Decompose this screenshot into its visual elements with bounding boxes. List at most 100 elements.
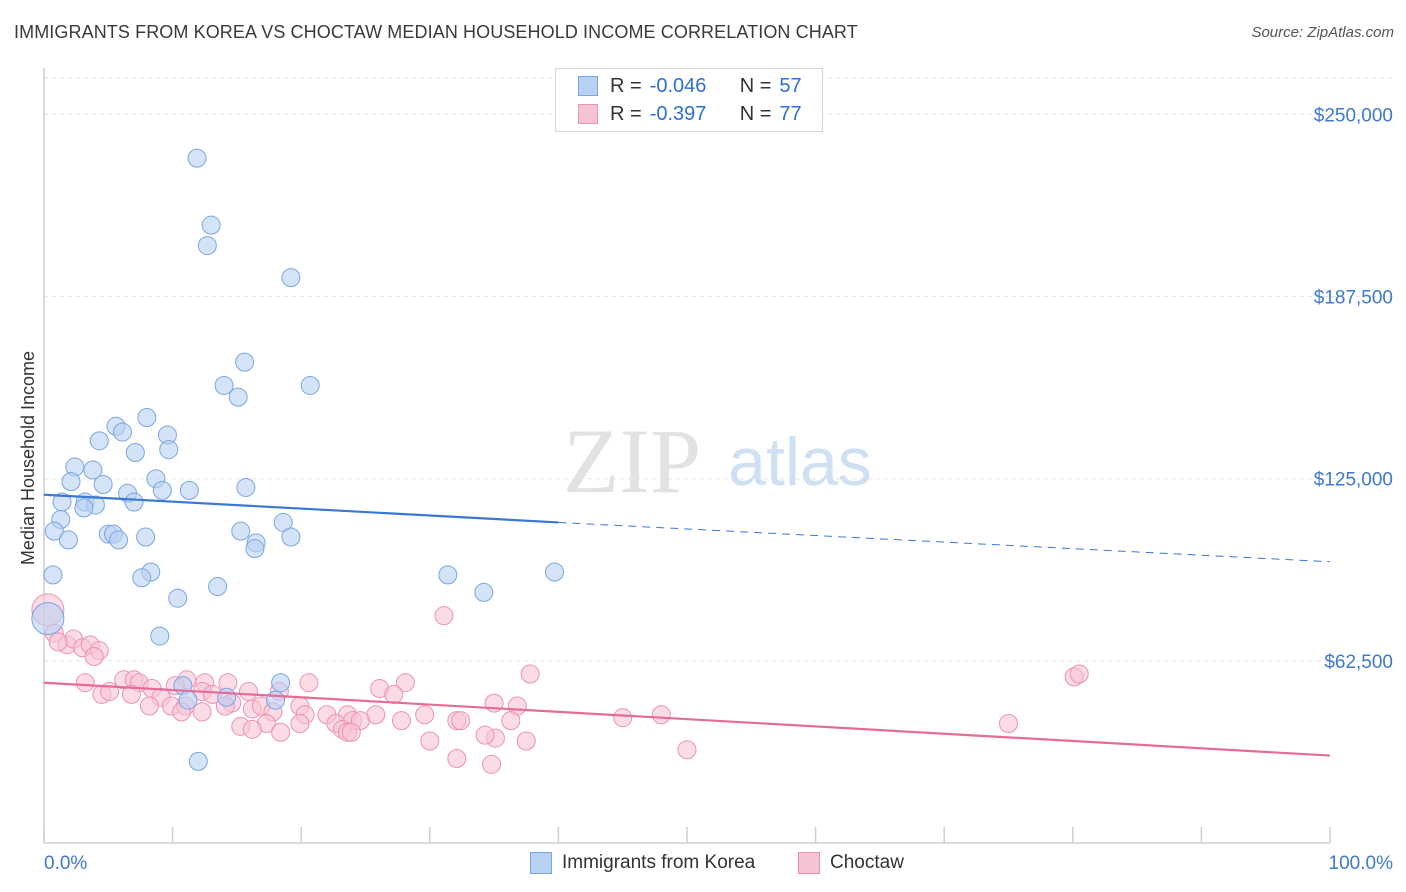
legend-swatch-korea [578, 76, 598, 96]
choctaw-point [238, 681, 258, 701]
korea-point [438, 565, 458, 585]
y-axis-label: Median Household Income [18, 351, 38, 565]
korea-trend-extension [558, 521, 1331, 563]
choctaw-point [84, 646, 104, 666]
choctaw-point [420, 731, 440, 751]
correlation-legend: R = -0.046 N = 57 R = -0.397 N = 77 [555, 68, 823, 132]
bottom-legend-choctaw: Choctaw [798, 852, 904, 874]
korea-point [281, 268, 301, 288]
choctaw-point [392, 711, 412, 731]
korea-point [83, 460, 103, 480]
choctaw-point [384, 684, 404, 704]
korea-point [31, 602, 65, 636]
korea-point [58, 530, 78, 550]
chart-title: IMMIGRANTS FROM KOREA VS CHOCTAW MEDIAN … [14, 22, 858, 42]
choctaw-point [651, 705, 671, 725]
korea-point [281, 527, 301, 547]
korea-point [545, 562, 565, 582]
choctaw-point [395, 673, 415, 693]
legend-r-value: -0.046 [649, 74, 707, 97]
korea-point [231, 521, 251, 541]
choctaw-point [475, 725, 495, 745]
watermark-atlas: atlas [728, 424, 872, 500]
source-credit: Source: ZipAtlas.com [1251, 24, 1394, 41]
korea-point [201, 215, 221, 235]
korea-point [124, 492, 144, 512]
korea-point [187, 148, 207, 168]
choctaw-point [677, 740, 697, 760]
choctaw-point [139, 696, 159, 716]
bottom-legend-choctaw-label: Choctaw [830, 852, 904, 873]
korea-point [235, 352, 255, 372]
choctaw-point [999, 714, 1018, 734]
choctaw-point [434, 606, 454, 626]
choctaw-trend-line [43, 681, 1331, 757]
korea-point [228, 387, 248, 407]
legend-swatch-choctaw [578, 104, 598, 124]
x-tick-label: 100.0% [1329, 853, 1394, 874]
korea-point [43, 565, 63, 585]
choctaw-point [613, 708, 633, 728]
legend-row-choctaw: R = -0.397 N = 77 [578, 101, 802, 127]
korea-point [197, 236, 217, 256]
choctaw-point [290, 714, 310, 734]
watermark: ZIP atlas [563, 410, 872, 512]
korea-point [236, 477, 256, 497]
y-tick-label: $125,000 [1314, 470, 1393, 491]
choctaw-point [75, 673, 95, 693]
legend-n-label: N = [739, 74, 772, 97]
korea-point [137, 408, 157, 428]
korea-point [112, 422, 132, 442]
choctaw-point [451, 711, 471, 731]
korea-trend-line [43, 493, 559, 524]
choctaw-point [341, 722, 361, 742]
legend-n-value: 77 [779, 102, 802, 125]
korea-point [179, 480, 199, 500]
korea-point [74, 498, 94, 518]
choctaw-point [192, 702, 212, 722]
legend-r-label: R = [610, 74, 642, 97]
bottom-legend-korea: Immigrants from Korea [530, 852, 755, 874]
korea-point [89, 431, 109, 451]
korea-point [474, 582, 494, 602]
korea-point [168, 588, 188, 608]
bottom-swatch-korea [530, 852, 552, 874]
legend-r-label: R = [610, 102, 642, 125]
korea-point [136, 527, 156, 547]
x-tick-label: 0.0% [44, 853, 87, 874]
legend-n-label: N = [739, 102, 772, 125]
choctaw-point [271, 722, 291, 742]
legend-n-value: 57 [779, 74, 802, 97]
choctaw-point [121, 684, 141, 704]
choctaw-point [482, 754, 502, 774]
legend-r-value: -0.397 [649, 102, 707, 125]
korea-point [300, 375, 320, 395]
korea-point [188, 751, 208, 771]
korea-point [61, 472, 81, 492]
bottom-swatch-choctaw [798, 852, 820, 874]
legend-row-korea: R = -0.046 N = 57 [578, 73, 802, 99]
korea-point [152, 480, 172, 500]
choctaw-point [299, 673, 319, 693]
choctaw-point [242, 719, 262, 739]
bottom-legend-korea-label: Immigrants from Korea [562, 852, 756, 873]
korea-point [271, 673, 291, 693]
korea-point [217, 687, 237, 707]
y-tick-label: $187,500 [1314, 288, 1393, 309]
korea-points [31, 148, 565, 771]
choctaw-point [501, 711, 521, 731]
korea-point [214, 375, 234, 395]
korea-point [132, 568, 152, 588]
choctaw-point [516, 731, 536, 751]
y-tick-label: $62,500 [1324, 652, 1393, 673]
tick-labels: $62,500 $125,000 $187,500 $250,000 0.0% 100.0… [44, 105, 1393, 874]
korea-point [44, 521, 64, 541]
choctaw-point [520, 664, 540, 684]
korea-point [245, 539, 265, 559]
choctaw-point [1069, 664, 1089, 684]
korea-point [150, 626, 170, 646]
choctaw-point [415, 705, 435, 725]
korea-point [265, 690, 285, 710]
korea-point [178, 690, 198, 710]
